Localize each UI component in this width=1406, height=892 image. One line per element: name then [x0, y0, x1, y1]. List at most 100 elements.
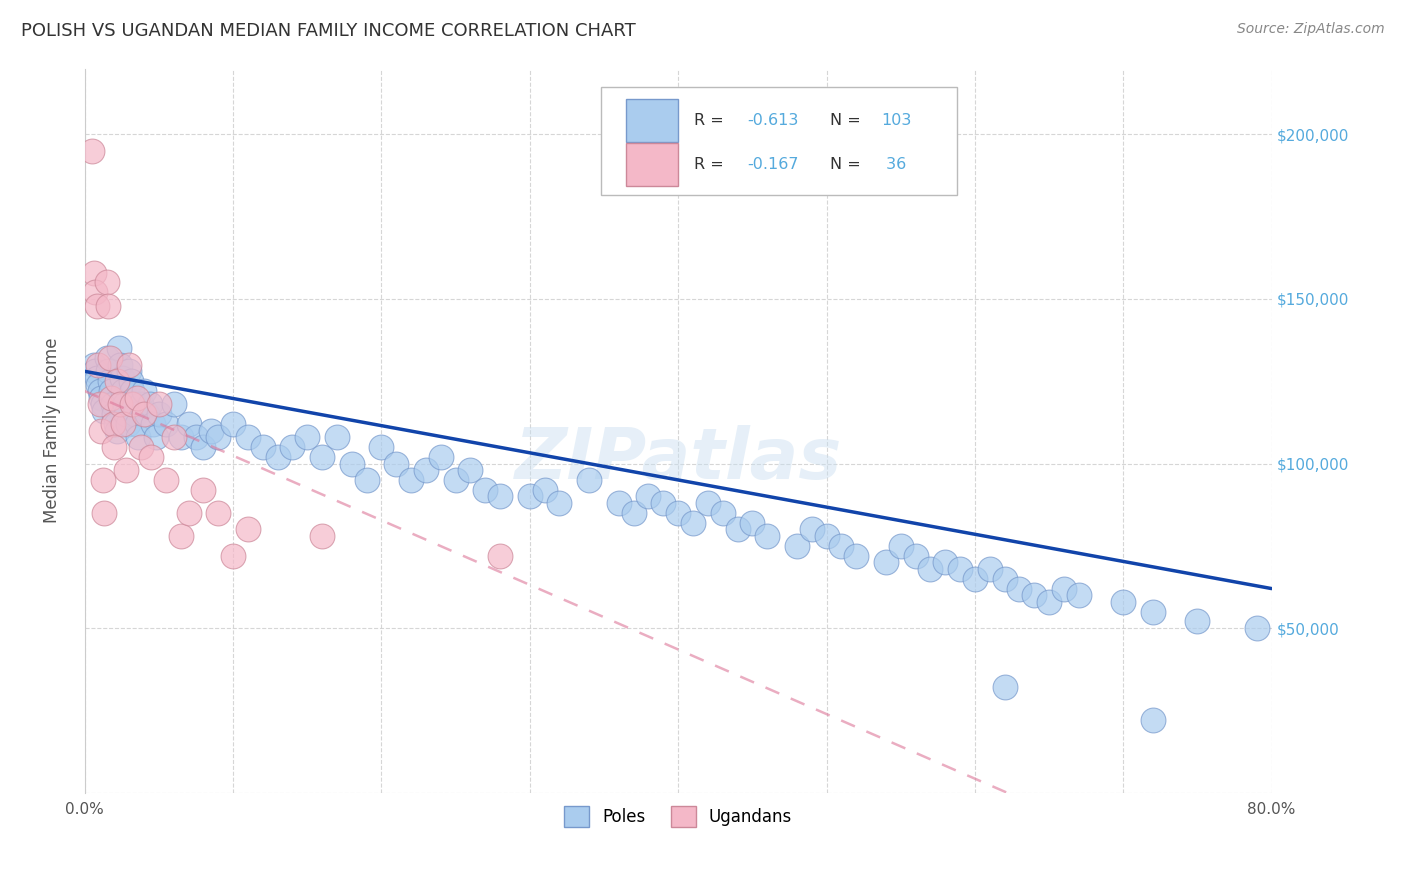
Point — [800, 522, 823, 536]
Point — [132, 407, 155, 421]
Point — [979, 562, 1001, 576]
Point — [519, 490, 541, 504]
Point — [163, 430, 186, 444]
Point — [904, 549, 927, 563]
Point — [711, 506, 734, 520]
Point — [139, 397, 162, 411]
Point — [236, 430, 259, 444]
Point — [177, 506, 200, 520]
Point — [98, 374, 121, 388]
FancyBboxPatch shape — [626, 143, 678, 186]
Point — [311, 529, 333, 543]
Point — [474, 483, 496, 497]
Point — [548, 496, 571, 510]
Point — [1038, 595, 1060, 609]
Point — [444, 473, 467, 487]
Text: N =: N = — [830, 157, 866, 172]
Point — [193, 440, 215, 454]
Point — [97, 364, 120, 378]
Point — [112, 384, 135, 398]
Point — [127, 430, 149, 444]
Point — [145, 430, 167, 444]
Point — [222, 549, 245, 563]
Y-axis label: Median Family Income: Median Family Income — [44, 338, 60, 524]
Text: -0.167: -0.167 — [747, 157, 799, 172]
Point — [84, 285, 107, 300]
Point — [97, 298, 120, 312]
Point — [115, 463, 138, 477]
Point — [340, 457, 363, 471]
Point — [200, 424, 222, 438]
Point — [385, 457, 408, 471]
Text: -0.613: -0.613 — [747, 113, 799, 128]
FancyBboxPatch shape — [626, 99, 678, 142]
Point — [121, 397, 143, 411]
Point — [489, 490, 512, 504]
Text: R =: R = — [693, 157, 728, 172]
Point — [91, 473, 114, 487]
Point — [111, 371, 134, 385]
Text: R =: R = — [693, 113, 728, 128]
Point — [741, 516, 763, 530]
Point — [89, 384, 111, 398]
Point — [756, 529, 779, 543]
Point — [100, 391, 122, 405]
Point — [129, 440, 152, 454]
Point — [148, 397, 170, 411]
Point — [207, 506, 229, 520]
Point — [266, 450, 288, 464]
Text: ZIPatlas: ZIPatlas — [515, 425, 842, 494]
Point — [100, 384, 122, 398]
Point — [105, 374, 128, 388]
Point — [103, 407, 125, 421]
Point — [118, 364, 141, 378]
Point — [1246, 621, 1268, 635]
Point — [83, 266, 105, 280]
Point — [121, 384, 143, 398]
Point — [155, 417, 177, 431]
Point — [148, 407, 170, 421]
Point — [155, 473, 177, 487]
Point — [993, 572, 1015, 586]
Point — [83, 358, 105, 372]
Point — [1187, 615, 1209, 629]
Point — [356, 473, 378, 487]
Text: POLISH VS UGANDAN MEDIAN FAMILY INCOME CORRELATION CHART: POLISH VS UGANDAN MEDIAN FAMILY INCOME C… — [21, 22, 636, 40]
Point — [170, 529, 193, 543]
Point — [297, 430, 319, 444]
Point — [124, 407, 146, 421]
Point — [934, 555, 956, 569]
Point — [93, 404, 115, 418]
Point — [110, 397, 132, 411]
Point — [578, 473, 600, 487]
Point — [82, 144, 104, 158]
Point — [460, 463, 482, 477]
Point — [163, 397, 186, 411]
Point — [415, 463, 437, 477]
Point — [682, 516, 704, 530]
Point — [963, 572, 986, 586]
Point — [93, 506, 115, 520]
Point — [142, 417, 165, 431]
Text: Source: ZipAtlas.com: Source: ZipAtlas.com — [1237, 22, 1385, 37]
Point — [920, 562, 942, 576]
Point — [110, 358, 132, 372]
FancyBboxPatch shape — [600, 87, 957, 195]
Point — [101, 397, 124, 411]
Point — [1112, 595, 1135, 609]
Point — [252, 440, 274, 454]
Point — [281, 440, 304, 454]
Point — [1067, 588, 1090, 602]
Point — [607, 496, 630, 510]
Point — [125, 417, 148, 431]
Point — [96, 351, 118, 366]
Point — [87, 358, 110, 372]
Point — [112, 417, 135, 431]
Point — [125, 391, 148, 405]
Point — [949, 562, 972, 576]
Point — [1142, 713, 1164, 727]
Point — [115, 407, 138, 421]
Text: 103: 103 — [882, 113, 911, 128]
Point — [1053, 582, 1076, 596]
Point — [993, 681, 1015, 695]
